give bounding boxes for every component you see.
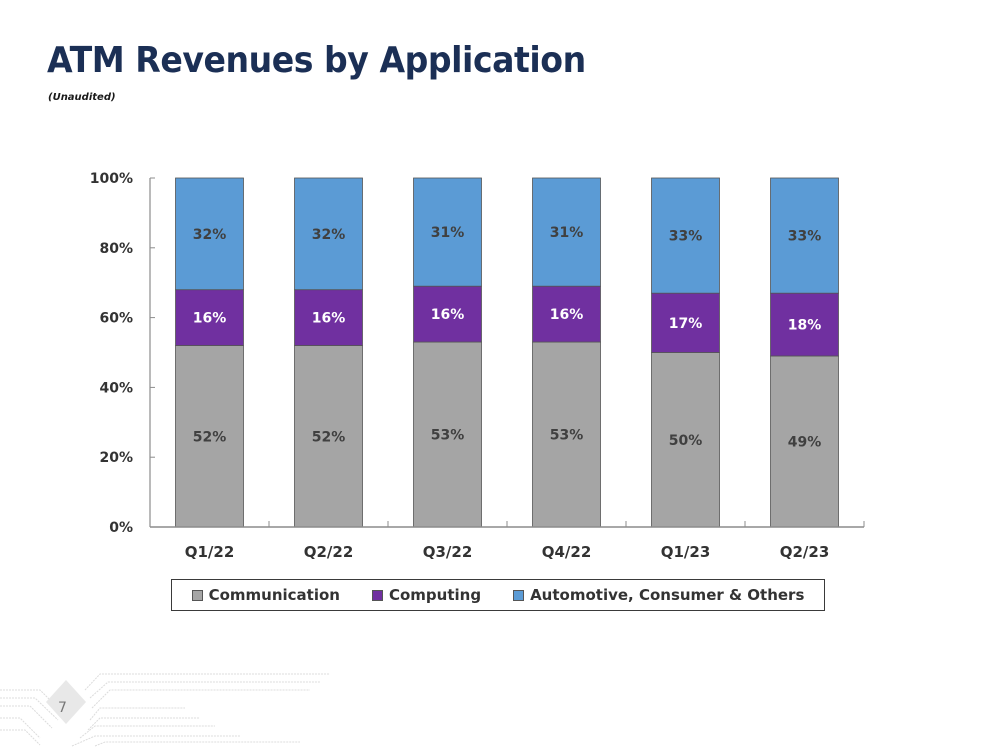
y-tick-label: 40% [99, 380, 133, 396]
data-label-automotive: 32% [193, 227, 227, 243]
y-tick-label: 80% [99, 241, 133, 257]
legend-label-computing: Computing [388, 586, 482, 604]
bar-segment-automotive [175, 177, 244, 291]
data-label-automotive: 31% [550, 225, 584, 241]
data-label-computing: 16% [193, 311, 227, 327]
y-tick-label: 60% [99, 311, 133, 327]
bar-segment-computing [294, 289, 363, 346]
slide-subtitle: (Unaudited) [48, 92, 116, 103]
bar-segment-communication [413, 341, 482, 528]
bar-segment-automotive [413, 177, 482, 287]
y-tick-label: 0% [109, 520, 133, 536]
bar-segment-communication [770, 355, 839, 528]
legend-item-computing: Computing [371, 586, 482, 604]
data-label-automotive: 33% [788, 229, 822, 245]
bar-segment-communication [532, 341, 601, 528]
x-tick-label: Q1/22 [185, 543, 235, 561]
x-tick-label: Q3/22 [423, 543, 473, 561]
x-tick-label: Q2/23 [780, 543, 830, 561]
bar-segment-computing [413, 285, 482, 343]
x-tick-label: Q1/23 [661, 543, 711, 561]
legend-item-automotive: Automotive, Consumer & Others [513, 586, 804, 604]
bar-segment-communication [175, 345, 244, 528]
legend-item-communication: Communication [191, 586, 340, 604]
legend-label-communication: Communication [208, 586, 340, 604]
data-label-automotive: 32% [312, 227, 346, 243]
data-label-automotive: 33% [669, 229, 703, 245]
data-label-communication: 52% [193, 429, 227, 445]
bar-segment-communication [651, 352, 720, 528]
data-label-computing: 16% [431, 307, 465, 323]
slide-title: ATM Revenues by Application [47, 40, 586, 81]
bar-segment-computing [532, 285, 601, 343]
y-tick-label: 100% [90, 171, 133, 187]
bar-segment-automotive [651, 177, 720, 294]
data-label-communication: 50% [669, 433, 703, 449]
x-tick-label: Q4/22 [542, 543, 592, 561]
legend-swatch-automotive [513, 589, 525, 601]
bar-segment-automotive [294, 177, 363, 291]
data-label-computing: 16% [312, 311, 346, 327]
data-label-automotive: 31% [431, 225, 465, 241]
circuit-decoration [0, 673, 330, 747]
legend-label-automotive: Automotive, Consumer & Others [530, 586, 805, 604]
data-label-computing: 16% [550, 307, 584, 323]
legend-swatch-communication [191, 589, 203, 601]
data-label-communication: 53% [431, 428, 465, 444]
bar-segment-automotive [532, 177, 601, 287]
bar-segment-computing [651, 292, 720, 353]
x-tick-label: Q2/22 [304, 543, 354, 561]
data-label-communication: 52% [312, 429, 346, 445]
bar-segment-communication [294, 345, 363, 528]
data-label-communication: 53% [550, 428, 584, 444]
data-label-computing: 18% [788, 318, 822, 334]
page-number: 7 [58, 700, 67, 716]
bar-segment-computing [175, 289, 244, 346]
page-number-diamond [46, 680, 86, 724]
data-label-computing: 17% [669, 316, 703, 332]
y-tick-label: 20% [99, 450, 133, 466]
chart-legend: Communication Computing Automotive, Cons… [171, 579, 825, 611]
bar-segment-automotive [770, 177, 839, 294]
legend-swatch-computing [371, 589, 383, 601]
data-label-communication: 49% [788, 434, 822, 450]
